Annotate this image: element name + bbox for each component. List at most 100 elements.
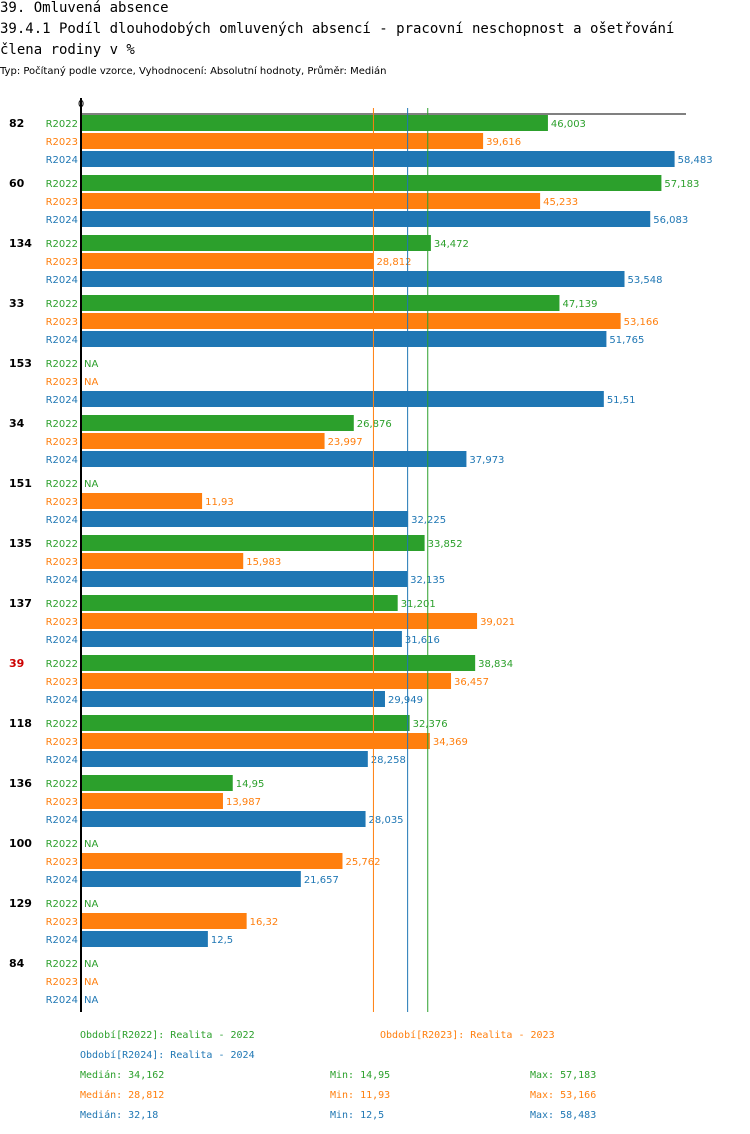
series-label: R2024 — [46, 515, 78, 526]
na-label: NA — [84, 377, 98, 388]
value-label: 29,949 — [388, 695, 423, 706]
series-label: R2022 — [46, 179, 78, 190]
group-label: 136 — [9, 777, 32, 790]
series-label: R2024 — [46, 455, 78, 466]
bar — [81, 613, 478, 629]
series-label: R2022 — [46, 539, 78, 550]
series-label: R2022 — [46, 419, 78, 430]
value-label: 51,51 — [607, 395, 636, 406]
value-label: 39,616 — [486, 137, 521, 148]
value-label: 28,812 — [376, 257, 411, 268]
value-label: 26,876 — [357, 419, 392, 430]
bar — [81, 871, 301, 887]
series-label: R2024 — [46, 275, 78, 286]
series-label: R2022 — [46, 359, 78, 370]
series-label: R2023 — [46, 737, 78, 748]
bar — [81, 553, 244, 569]
bar — [81, 931, 208, 947]
na-label: NA — [84, 959, 98, 970]
bar — [81, 571, 408, 587]
bar — [81, 595, 398, 611]
bar — [81, 193, 541, 209]
stat-r2022-min: Min: 14,95 — [330, 1070, 391, 1081]
series-label: R2023 — [46, 497, 78, 508]
na-label: NA — [84, 977, 98, 988]
series-label: R2024 — [46, 575, 78, 586]
value-label: 14,95 — [236, 779, 265, 790]
bar — [81, 391, 604, 407]
series-label: R2024 — [46, 155, 78, 166]
series-label: R2022 — [46, 779, 78, 790]
stat-r2022-median: Medián: 34,162 — [80, 1070, 165, 1081]
value-label: 21,657 — [304, 875, 339, 886]
value-label: 47,139 — [562, 299, 597, 310]
na-label: NA — [84, 995, 98, 1006]
na-label: NA — [84, 479, 98, 490]
group-label: 135 — [9, 537, 32, 550]
bar-chart: 082R202246,003R202339,616R202458,48360R2… — [9, 98, 713, 1012]
series-label: R2024 — [46, 935, 78, 946]
stat-r2023-min: Min: 11,93 — [330, 1090, 391, 1101]
series-label: R2024 — [46, 875, 78, 886]
value-label: 53,166 — [624, 317, 659, 328]
value-label: 12,5 — [211, 935, 233, 946]
value-label: 32,225 — [411, 515, 446, 526]
bar — [81, 913, 247, 929]
series-label: R2022 — [46, 659, 78, 670]
series-label: R2023 — [46, 257, 78, 268]
legend-r2024: Období[R2024]: Realita - 2024 — [80, 1050, 255, 1061]
bar — [81, 673, 452, 689]
bar — [81, 811, 366, 827]
bar — [81, 733, 430, 749]
bar — [81, 775, 233, 791]
chart-title-line1: 39.4.1 Podíl dlouhodobých omluvených abs… — [0, 21, 675, 37]
value-label: 11,93 — [205, 497, 234, 508]
series-label: R2023 — [46, 797, 78, 808]
group-label: 137 — [9, 597, 32, 610]
series-label: R2023 — [46, 617, 78, 628]
value-label: 36,457 — [454, 677, 489, 688]
series-label: R2023 — [46, 197, 78, 208]
na-label: NA — [84, 899, 98, 910]
series-label: R2023 — [46, 917, 78, 928]
na-label: NA — [84, 359, 98, 370]
series-label: R2024 — [46, 335, 78, 346]
stat-r2024-min: Min: 12,5 — [330, 1110, 385, 1121]
series-label: R2022 — [46, 959, 78, 970]
group-label: 134 — [9, 237, 32, 250]
value-label: 13,987 — [226, 797, 261, 808]
group-label: 33 — [9, 297, 24, 310]
bar — [81, 235, 431, 251]
value-label: 38,834 — [478, 659, 513, 670]
bar — [81, 853, 343, 869]
stat-r2024-max: Max: 58,483 — [530, 1110, 597, 1121]
series-label: R2023 — [46, 977, 78, 988]
series-label: R2024 — [46, 695, 78, 706]
bar — [81, 751, 368, 767]
group-label: 82 — [9, 117, 24, 130]
value-label: 46,003 — [551, 119, 586, 130]
group-label: 100 — [9, 837, 32, 850]
series-label: R2024 — [46, 635, 78, 646]
value-label: 56,083 — [653, 215, 688, 226]
bar — [81, 211, 651, 227]
bar — [81, 691, 385, 707]
value-label: 16,32 — [250, 917, 279, 928]
value-label: 34,472 — [434, 239, 469, 250]
bar — [81, 313, 621, 329]
legend-r2023: Období[R2023]: Realita - 2023 — [380, 1030, 555, 1041]
chart-subtitle: Typ: Počítaný podle vzorce, Vyhodnocení:… — [0, 66, 387, 77]
value-label: 33,852 — [428, 539, 463, 550]
series-label: R2022 — [46, 299, 78, 310]
value-label: 31,201 — [401, 599, 436, 610]
bar — [81, 295, 560, 311]
value-label: 28,035 — [369, 815, 404, 826]
value-label: 25,762 — [345, 857, 380, 868]
stat-r2023-median: Medián: 28,812 — [80, 1090, 165, 1101]
stat-r2024-median: Medián: 32,18 — [80, 1110, 159, 1121]
value-label: 45,233 — [543, 197, 578, 208]
group-label: 84 — [9, 957, 25, 970]
value-label: 23,997 — [328, 437, 363, 448]
stat-r2023-max: Max: 53,166 — [530, 1090, 597, 1101]
group-label: 39 — [9, 657, 24, 670]
